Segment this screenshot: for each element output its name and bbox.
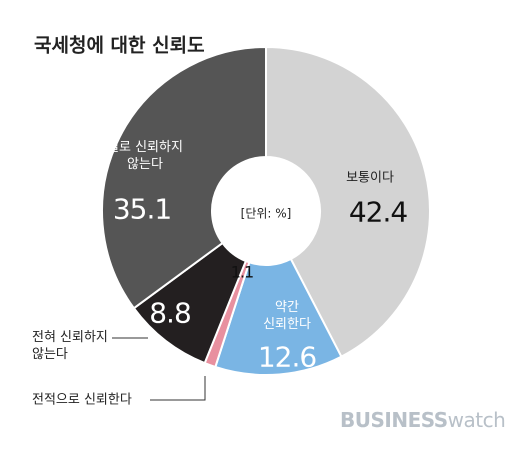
value-label: 12.6: [257, 340, 317, 374]
donut-segment: [214, 257, 343, 376]
chart-title: 국세청에 대한 신뢰도: [34, 34, 205, 57]
value-label: 42.4: [348, 195, 408, 229]
segment-label: 별로 신뢰하지 않는다: [107, 140, 183, 172]
value-label: 35.1: [112, 192, 172, 226]
source-logo: BUSINESSwatch: [340, 408, 506, 432]
segment-label: 전혀 신뢰하지 않는다: [32, 330, 108, 362]
value-label: 8.8: [149, 296, 192, 330]
logo-bold: BUSINESS: [340, 408, 448, 432]
segment-label: 약간 신뢰한다: [263, 300, 311, 332]
donut-segment: [101, 45, 267, 310]
logo-light: watch: [447, 408, 506, 432]
segment-label: 전적으로 신뢰한다: [32, 392, 132, 408]
value-label: 1.1: [230, 262, 254, 282]
donut-segment: [265, 45, 431, 359]
leader-line: [150, 376, 206, 401]
segment-label: 보통이다: [346, 170, 394, 186]
center-label: [단위: %]: [240, 206, 292, 221]
